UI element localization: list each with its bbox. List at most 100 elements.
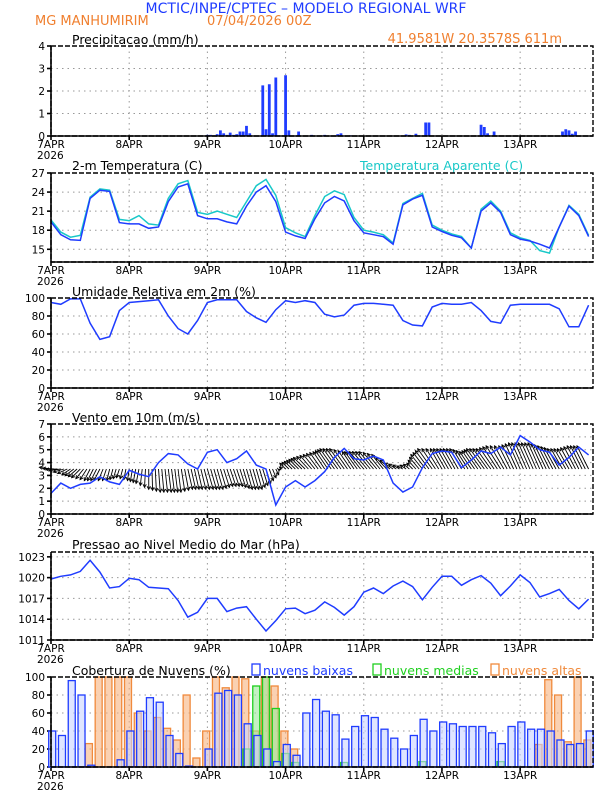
wind-vector-arrow — [429, 448, 443, 470]
temp-plot-frame — [50, 172, 594, 263]
wind-arrowhead — [220, 485, 225, 491]
wind-vector-arrow — [177, 468, 182, 493]
wind-vector-arrow — [171, 468, 175, 493]
legend-mid-cloud: nuvens medias — [384, 663, 479, 678]
precip-ytick-label: 0 — [38, 131, 45, 143]
wind-arrowhead — [67, 473, 72, 478]
wind-vector-arrow — [180, 468, 186, 492]
low-cloud-bar — [214, 692, 223, 768]
low-cloud-bar — [311, 698, 321, 768]
wind-vector-arrow — [79, 468, 88, 480]
low-cloud-bar — [390, 737, 399, 768]
wind-vector-arrow — [223, 468, 230, 488]
wind-vector-arrow — [352, 451, 368, 470]
wind-arrowhead — [288, 458, 293, 463]
wind-arrowhead — [466, 447, 470, 453]
rh-title: Umidade Relativa em 2m (%) — [72, 284, 256, 299]
wind-vector-arrow — [193, 468, 200, 490]
wind-arrowhead — [189, 485, 194, 491]
wind-arrowhead — [161, 488, 166, 494]
wind-arrowhead — [223, 484, 228, 490]
temp-ytick-label: 21 — [32, 206, 45, 218]
wind-xtick-label: 8APR — [115, 517, 143, 529]
precip-bar — [414, 133, 418, 136]
wind-vector-arrow — [184, 468, 190, 491]
wind-vector-arrow — [268, 468, 274, 481]
wind-arrowhead — [125, 477, 130, 482]
low-cloud-bar — [155, 701, 164, 768]
wind-vector-arrow — [164, 468, 168, 493]
wind-vector-arrow — [312, 451, 326, 470]
wind-arrowhead — [275, 471, 280, 476]
wind-vector-arrow — [344, 451, 358, 470]
low-cloud-bar — [272, 760, 282, 768]
precip-bar — [274, 77, 278, 136]
rh-year-label: 2026 — [37, 402, 64, 414]
wind-vector-arrow — [337, 450, 352, 470]
wind-vector-arrow — [197, 468, 203, 490]
temp-apparent-legend: Temperatura Aparente (C) — [359, 158, 523, 173]
wind-arrowhead — [309, 451, 314, 457]
low-cloud-bar — [370, 716, 379, 768]
wind-xtick-label: 10APR — [268, 517, 302, 529]
wind-arrowhead — [485, 445, 490, 450]
wind-vector-arrow — [521, 442, 534, 470]
wind-vector-arrow — [534, 444, 547, 470]
wind-vector-arrow — [167, 468, 172, 493]
wind-arrowhead — [489, 444, 494, 450]
wind-arrowhead — [302, 453, 307, 459]
rh-ytick-label: 80 — [32, 311, 45, 323]
rh-ytick-label: 60 — [32, 329, 45, 341]
wind-vector-arrow — [210, 468, 217, 490]
precip-bar — [424, 122, 428, 136]
wind-arrowhead — [292, 456, 298, 461]
precip-xtick-label: 8APR — [115, 139, 143, 151]
precip-bar — [479, 124, 483, 136]
wind-vector-arrow — [87, 468, 94, 481]
wind-vector-arrow — [290, 458, 303, 470]
cloud-xtick-label: 12APR — [425, 770, 459, 782]
temp-ytick-label: 27 — [32, 168, 45, 180]
mid-cloud-bar — [271, 707, 280, 768]
wind-arrowhead — [358, 450, 363, 456]
pres-ytick-label: 1014 — [18, 614, 45, 626]
wind-vector-arrow — [489, 445, 505, 470]
temp-ytick-label: 24 — [32, 187, 46, 199]
pres-ytick-label: 1023 — [18, 552, 45, 564]
pressure-title: Pressao ao Nivel Medio do Mar (hPa) — [72, 537, 300, 552]
precip-bar — [284, 75, 287, 136]
wind-vector-arrow — [97, 468, 104, 481]
wind-arrowhead — [86, 477, 91, 482]
precip-bar — [492, 131, 496, 136]
wind-arrowhead — [128, 478, 133, 483]
precip-xtick-label: 12APR — [425, 139, 459, 151]
wind-vector-arrow — [219, 468, 227, 489]
temp-xtick-label: 11APR — [347, 265, 381, 277]
low-cloud-bar — [331, 714, 340, 768]
wind-vector-arrow — [456, 450, 469, 470]
wind-arrowhead — [278, 466, 283, 471]
pres-ytick-label: 1011 — [18, 635, 45, 647]
wind-vector-arrow — [112, 468, 117, 479]
wind-vector-arrow — [255, 468, 263, 490]
low-cloud-bar — [145, 697, 155, 768]
rh-ytick-label: 20 — [32, 365, 45, 377]
low-cloud-bar — [468, 725, 477, 768]
low-cloud-bar — [223, 689, 233, 768]
wind-arrowhead — [206, 485, 211, 491]
wind-arrowhead — [501, 443, 506, 449]
cloud-xtick-label: 11APR — [347, 770, 381, 782]
low-cloud-bar — [48, 730, 57, 768]
low-cloud-bar — [175, 752, 184, 768]
run-date-label: 07/04/2026 00Z — [207, 14, 312, 29]
wind-xtick-label: 12APR — [425, 517, 459, 529]
wind-arrowhead — [410, 453, 415, 459]
precip-bar — [287, 130, 291, 136]
precip-bar — [486, 133, 489, 136]
wind-arrowhead — [402, 463, 408, 468]
precip-bar — [215, 134, 219, 136]
precip-xtick-label: 7APR — [37, 139, 65, 151]
wind-arrowhead — [547, 447, 551, 453]
wind-arrowhead — [563, 445, 568, 451]
temp-year-label: 2026 — [37, 276, 64, 288]
